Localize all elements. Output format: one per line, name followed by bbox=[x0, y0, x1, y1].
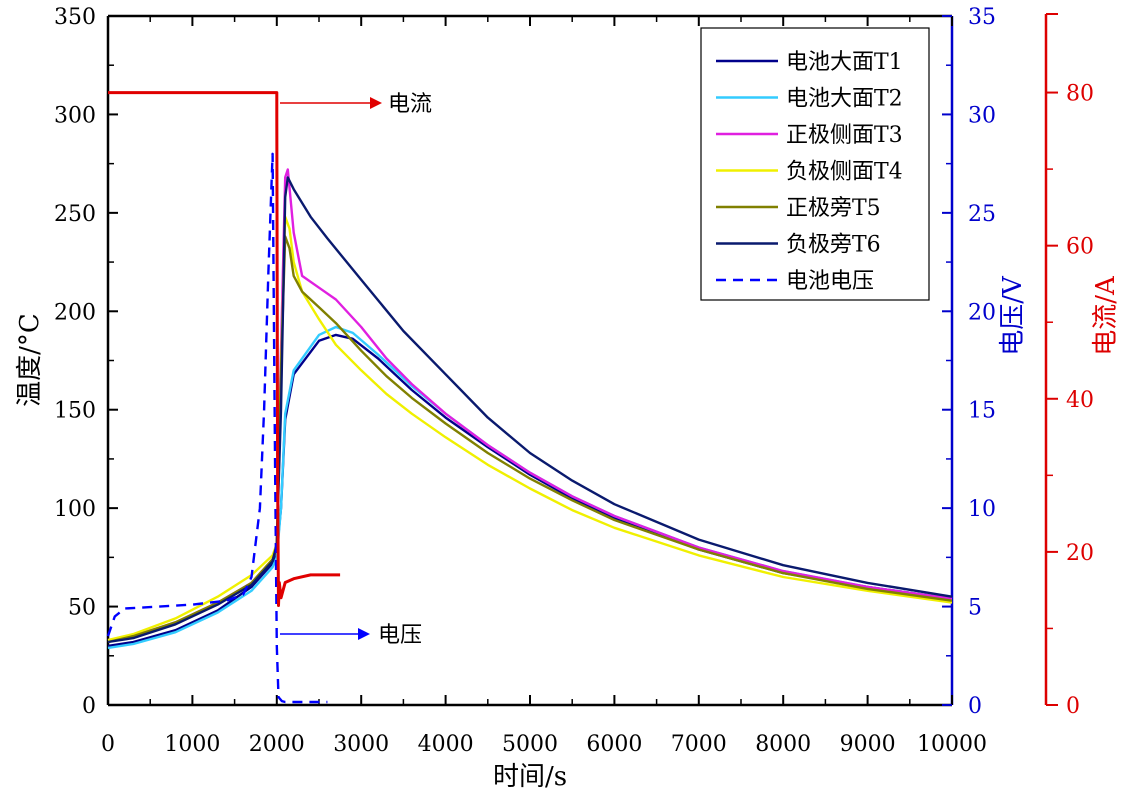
y-right-voltage-tick-label: 20 bbox=[968, 300, 996, 325]
series-layer bbox=[106, 91, 953, 704]
annotation-voltage: 电压 bbox=[280, 623, 422, 648]
series-line-T1 bbox=[107, 333, 953, 648]
y-right-current-tick-label: 0 bbox=[1066, 694, 1080, 719]
y-left-tick-label: 300 bbox=[54, 103, 96, 128]
y-right-voltage-tick-label: 35 bbox=[968, 5, 996, 30]
legend-label-T6: 负极旁T6 bbox=[786, 233, 881, 258]
legend-label-T5: 正极旁T5 bbox=[786, 196, 881, 221]
annotation-voltage-label: 电压 bbox=[378, 623, 422, 648]
annotation-current: 电流 bbox=[280, 92, 432, 117]
series-line-current bbox=[108, 91, 341, 607]
legend-label-T3: 正极侧面T3 bbox=[786, 123, 903, 148]
y-left-axis-title: 温度/°C bbox=[15, 313, 45, 407]
series-line-voltage bbox=[106, 152, 328, 704]
legend-label-voltage: 电池电压 bbox=[786, 269, 874, 294]
y-left-tick-label: 0 bbox=[82, 694, 96, 719]
x-tick-label: 10000 bbox=[917, 732, 987, 757]
x-tick-label: 3000 bbox=[333, 732, 389, 757]
x-axis-title: 时间/s bbox=[493, 762, 567, 792]
y-right-current-tick-label: 40 bbox=[1066, 388, 1094, 413]
y-right-current-tick-label: 80 bbox=[1066, 82, 1094, 107]
legend-label-T2: 电池大面T2 bbox=[786, 87, 903, 112]
x-tick-label: 4000 bbox=[418, 732, 474, 757]
y-right-voltage-tick-label: 5 bbox=[968, 596, 982, 621]
y-right-voltage-axis-title: 电压/V bbox=[998, 275, 1028, 356]
ticks-layer: 0 1000 2000 3000 4000 5000 6000 7000 8000 9000 100… bbox=[54, 5, 1094, 757]
x-tick-label: 8000 bbox=[755, 732, 811, 757]
x-tick-label: 7000 bbox=[671, 732, 727, 757]
y-right-current-tick-label: 20 bbox=[1066, 541, 1094, 566]
y-left-tick-label: 50 bbox=[68, 596, 96, 621]
legend-label-T4: 负极侧面T4 bbox=[786, 160, 903, 185]
legend-box bbox=[700, 27, 930, 301]
annotation-current-label: 电流 bbox=[388, 92, 432, 117]
y-right-voltage-tick-label: 15 bbox=[968, 399, 996, 424]
x-tick-label: 6000 bbox=[586, 732, 642, 757]
y-left-tick-label: 250 bbox=[54, 202, 96, 227]
x-tick-label: 2000 bbox=[249, 732, 305, 757]
x-tick-label: 5000 bbox=[502, 732, 558, 757]
legend: 电池大面T1 电池大面T2 正极侧面T3 负极侧面T4 正极旁T5 负极旁T6 电池电压 bbox=[700, 27, 930, 301]
series-line-T4 bbox=[107, 215, 953, 642]
annotation-current-arrowhead bbox=[370, 97, 382, 109]
y-right-current-tick-label: 60 bbox=[1066, 235, 1094, 260]
y-right-voltage-tick-label: 10 bbox=[968, 497, 996, 522]
y-right-current-axis-title: 电流/A bbox=[1091, 275, 1121, 356]
y-left-tick-label: 350 bbox=[54, 5, 96, 30]
series-line-T5 bbox=[107, 235, 953, 644]
annotation-voltage-arrowhead bbox=[358, 628, 370, 640]
y-right-voltage-tick-label: 0 bbox=[968, 694, 982, 719]
y-left-tick-label: 200 bbox=[54, 300, 96, 325]
y-right-voltage-tick-label: 30 bbox=[968, 103, 996, 128]
x-tick-label: 9000 bbox=[840, 732, 896, 757]
legend-label-T1: 电池大面T1 bbox=[786, 50, 903, 75]
x-tick-label: 1000 bbox=[164, 732, 220, 757]
x-tick-label: 0 bbox=[101, 732, 115, 757]
y-left-tick-label: 150 bbox=[54, 399, 96, 424]
y-right-voltage-tick-label: 25 bbox=[968, 202, 996, 227]
legend-items: 电池大面T1 电池大面T2 正极侧面T3 负极侧面T4 正极旁T5 负极旁T6 电池电压 bbox=[716, 50, 903, 294]
y-left-tick-label: 100 bbox=[54, 497, 96, 522]
